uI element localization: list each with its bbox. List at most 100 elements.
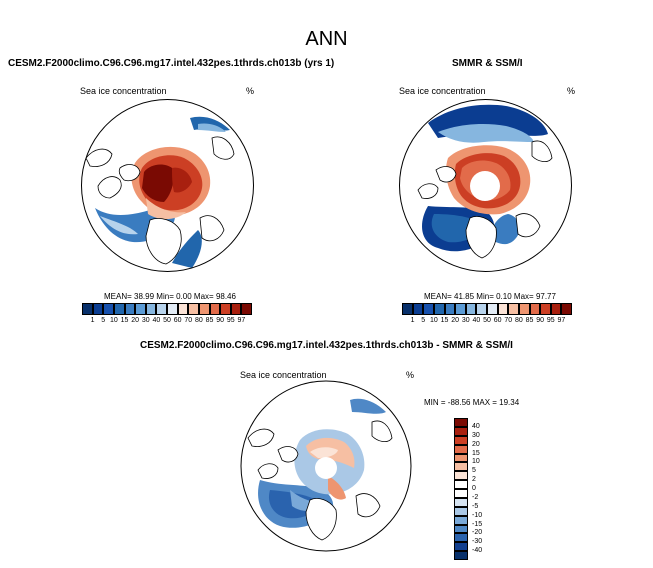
model-colorbar-tick-label: 10 [109,317,118,324]
model-colorbar-swatch [145,303,157,315]
model-max-value: 98.46 [215,292,236,301]
obs-colorbar-swatch [444,303,456,315]
model-case-title: CESM2.F2000climo.C96.C96.mg17.intel.432p… [8,58,335,69]
model-colorbar-tick-label: 5 [101,317,106,324]
diff-colorbar-swatch [454,506,468,516]
obs-colorbar-swatch [476,303,487,315]
diff-colorbar-tick-label: 5 [472,467,476,475]
obs-colorbar-swatch [402,303,413,315]
obs-colorbar-tick-label: 20 [451,317,460,324]
diff-colorbar-swatch [454,542,468,552]
diff-units-label: % [406,370,415,380]
diff-colorbar-swatch [454,426,468,436]
diff-colorbar-tick-label: -5 [472,502,479,510]
obs-colorbar-tick-label: 97 [557,317,566,324]
model-colorbar-tick-label: 30 [141,317,150,324]
obs-units-label: % [567,86,576,96]
obs-colorbar-tick-label: 95 [546,317,555,324]
diff-colorbar [454,418,468,560]
obs-colorbar-swatch [455,303,466,315]
model-max-label: Max= [193,292,214,301]
diff-colorbar-tick-label: -15 [472,520,483,528]
obs-colorbar-swatch [518,303,530,315]
obs-colorbar-swatch [412,303,424,315]
model-colorbar-tick-label: 20 [131,317,140,324]
model-colorbar-tick-label: 90 [216,317,225,324]
obs-mean-label: MEAN= [424,292,452,301]
diff-colorbar-swatch [454,489,468,498]
obs-colorbar-tick-label: 30 [461,317,470,324]
diff-colorbar-swatch [454,551,468,560]
obs-colorbar-tick-label: 15 [440,317,449,324]
model-colorbar-tick-label: 97 [237,317,246,324]
model-colorbar-swatch [167,303,178,315]
obs-colorbar-tick-label: 70 [504,317,513,324]
model-colorbar-swatch [209,303,221,315]
obs-stats: MEAN= 41.85 Min= 0.10 Max= 97.77 [424,292,556,301]
model-colorbar-swatch [82,303,93,315]
model-polar-map [81,99,254,272]
diff-colorbar-swatch [454,462,468,472]
model-variable-label: Sea ice concentration [80,86,167,96]
figure-title: ANN [305,28,348,50]
diff-colorbar-tick-label: -10 [472,511,483,519]
obs-polar-map [399,99,572,272]
model-colorbar-swatch [230,303,242,315]
model-colorbar-swatch [156,303,167,315]
model-colorbar-tick-label: 80 [194,317,203,324]
diff-colorbar-tick-label: 15 [472,449,480,457]
model-mean-label: MEAN= [104,292,132,301]
obs-colorbar-swatch [465,303,477,315]
obs-colorbar-tick-label: 50 [483,317,491,324]
obs-colorbar-swatch [561,303,572,315]
obs-colorbar-tick-label: 90 [536,317,545,324]
diff-colorbar-swatch [454,453,468,463]
diff-colorbar-tick-label: -40 [472,547,483,555]
model-colorbar-tick-label: 95 [226,317,235,324]
obs-colorbar-tick-label: 1 [410,317,415,324]
model-colorbar-tick-label: 15 [120,317,129,324]
model-colorbar-tick-label: 40 [152,317,161,324]
model-colorbar-tick-label: 70 [184,317,193,324]
diff-colorbar-tick-label: -30 [472,538,483,546]
obs-min-value: 0.10 [496,292,512,301]
obs-colorbar-tick-label: 60 [493,317,502,324]
obs-max-label: Max= [513,292,534,301]
obs-mean-value: 41.85 [454,292,475,301]
obs-colorbar-swatch [497,303,509,315]
obs-colorbar-tick-label: 10 [429,317,438,324]
diff-colorbar-tick-label: 20 [472,440,480,448]
obs-colorbar-tick-label: 80 [514,317,523,324]
obs-colorbar [402,303,572,315]
model-colorbar-tick-label: 60 [173,317,182,324]
diff-stats: MIN = -88.56 MAX = 19.34 [424,398,520,407]
obs-case-title: SMMR & SSM/I [452,58,523,69]
model-colorbar-swatch [241,303,252,315]
obs-colorbar-swatch [508,303,519,315]
diff-colorbar-swatch [454,471,468,481]
diff-colorbar-ticks: 40 30 20 15 10 5 2 0 -2 -5 -10 -15 -20 -30 -40 [472,418,502,560]
diff-colorbar-tick-label: 0 [472,485,476,492]
obs-colorbar-tick-label: 85 [525,317,534,324]
model-colorbar-swatch [92,303,104,315]
model-stats: MEAN= 38.99 Min= 0.00 Max= 98.46 [104,292,236,301]
diff-colorbar-tick-label: 40 [472,422,480,430]
model-mean-value: 38.99 [134,292,155,301]
diff-case-title: CESM2.F2000climo.C96.C96.mg17.intel.432p… [140,340,513,351]
model-colorbar-swatch [220,303,231,315]
obs-min-label: Min= [476,292,494,301]
diff-colorbar-swatch [454,515,468,525]
diff-colorbar-swatch [454,497,468,507]
obs-colorbar-swatch [433,303,445,315]
obs-colorbar-swatch [529,303,541,315]
model-min-label: Min= [156,292,174,301]
diff-colorbar-swatch [454,524,468,534]
diff-colorbar-swatch [454,480,468,489]
diff-colorbar-swatch [454,533,468,543]
model-colorbar-swatch [124,303,136,315]
model-colorbar-tick-label: 85 [205,317,214,324]
model-colorbar-ticks: 1 5 10 15 20 30 40 50 60 70 80 85 90 95 97 [82,317,252,327]
diff-colorbar-tick-label: -20 [472,529,483,537]
obs-colorbar-ticks: 1 5 10 15 20 30 40 50 60 70 80 85 90 95 97 [402,317,572,327]
obs-max-value: 97.77 [535,292,556,301]
